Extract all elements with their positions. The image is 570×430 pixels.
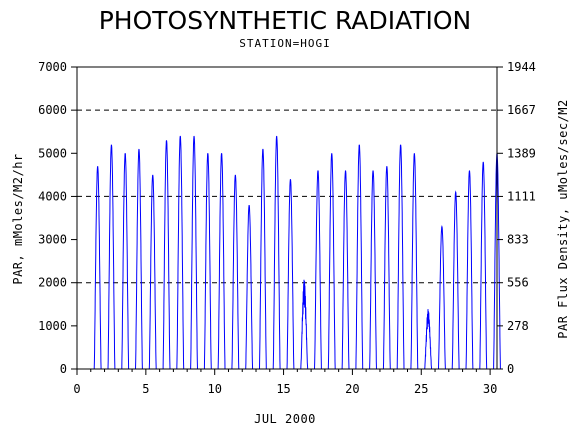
y2-tick-label: 1667 [507,103,536,117]
y2-axis-label: PAR Flux Density, uMoles/sec/M2 [556,99,570,338]
y-axis-left: 0 1000 2000 3000 4000 5000 6000 7000 [38,60,77,376]
x-tick-label: 15 [276,382,290,396]
x-tick-label: 10 [207,382,221,396]
series-layer [93,135,501,370]
y-tick-label: 2000 [38,276,67,290]
y-axis-right: 0 278 556 833 1111 1389 1667 1944 [497,60,536,376]
y2-tick-label: 1389 [507,146,536,160]
plot-frame [76,66,498,370]
gridlines [77,109,497,284]
x-tick-label: 5 [142,382,149,396]
y-tick-label: 0 [60,362,67,376]
y2-tick-label: 1111 [507,189,536,203]
y-tick-label: 4000 [38,189,67,203]
y2-tick-label: 0 [507,362,514,376]
x-axis: 0 5 10 15 20 25 30 [73,369,497,396]
y-tick-label: 7000 [38,60,67,74]
y-tick-label: 3000 [38,233,67,247]
y-tick-label: 6000 [38,103,67,117]
x-tick-label: 20 [345,382,359,396]
y-tick-label: 1000 [38,319,67,333]
x-axis-label: JUL 2000 [254,412,316,426]
chart-subtitle: STATION=HOGI [239,37,330,50]
y2-tick-label: 833 [507,233,529,247]
x-tick-label: 30 [483,382,497,396]
x-tick-label: 25 [414,382,428,396]
par-series-line [93,135,501,370]
y2-tick-label: 1944 [507,60,536,74]
y-axis-label: PAR, mMoles/M2/hr [11,153,25,284]
y-tick-label: 5000 [38,146,67,160]
chart-title: PHOTOSYNTHETIC RADIATION [99,6,472,35]
y2-tick-label: 278 [507,319,529,333]
x-tick-label: 0 [73,382,80,396]
y2-tick-label: 556 [507,276,529,290]
